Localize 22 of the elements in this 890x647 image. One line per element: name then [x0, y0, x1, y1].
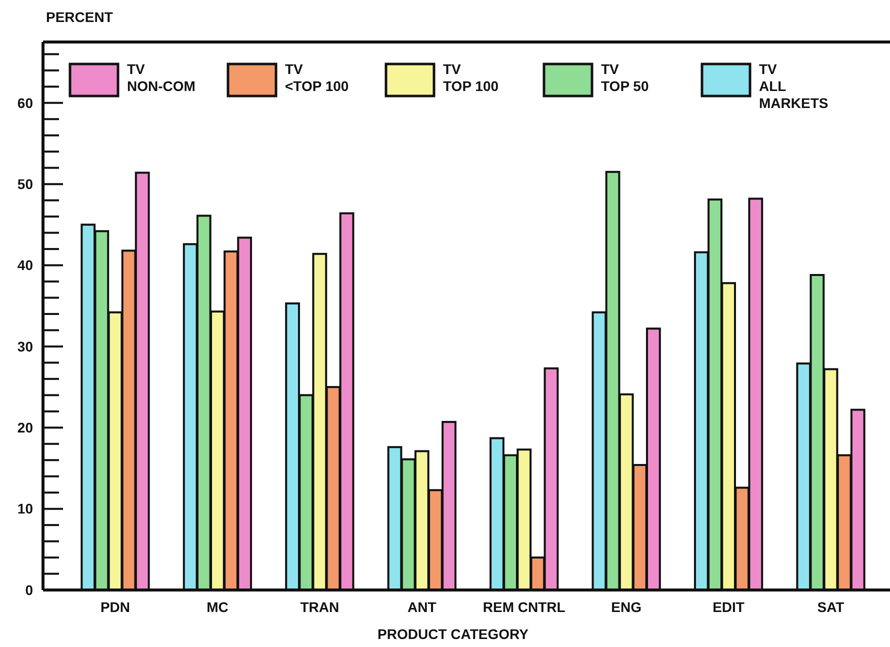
legend-label: TV TOP 100 [443, 61, 499, 94]
y-axis-title: PERCENT [46, 9, 114, 25]
x-tick-label: TRAN [300, 599, 340, 615]
x-tick-label: ENG [611, 599, 642, 615]
x-tick-label: ANT [408, 599, 437, 615]
legend-label: TV <TOP 100 [285, 61, 349, 94]
x-tick-label: MC [206, 599, 228, 615]
x-tick-label: PDN [100, 599, 130, 615]
x-tick-label: EDIT [712, 599, 745, 615]
y-tick-label: 20 [17, 420, 34, 436]
y-tick-label: 60 [17, 94, 34, 111]
y-tick-label: 50 [17, 176, 34, 192]
y-tick-label: 0 [25, 582, 34, 598]
x-axis-title: PRODUCT CATEGORY [378, 626, 530, 642]
x-tick-label: SAT [817, 599, 845, 615]
x-tick-label: REM CNTRL [482, 599, 566, 615]
legend-label: TV NON-COM [127, 61, 196, 94]
legend-label: TV ALL MARKETS [759, 61, 828, 111]
y-tick-label: 30 [17, 338, 34, 354]
legend-label: TV TOP 50 [601, 61, 649, 94]
y-tick-label: 40 [17, 257, 34, 274]
y-tick-label: 10 [17, 500, 34, 517]
